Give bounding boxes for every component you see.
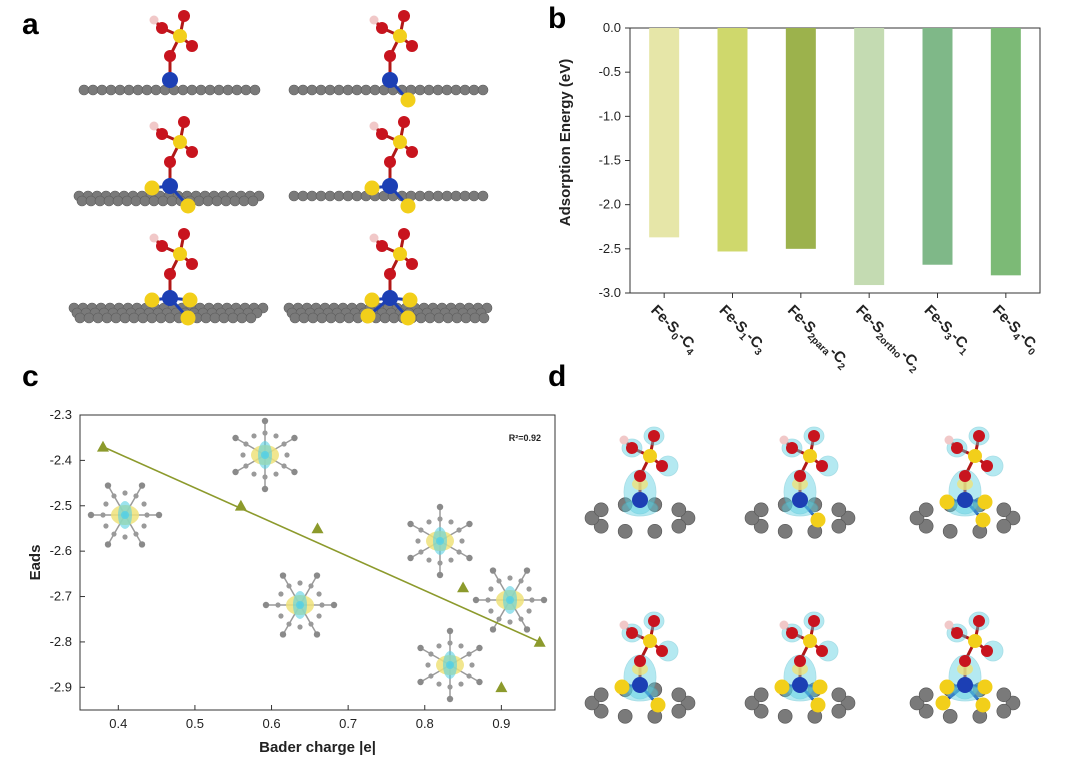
bar — [649, 28, 680, 238]
r-squared-annotation: R²=0.92 — [509, 433, 541, 443]
bar-chart-adsorption: 0.0 -0.5 -1.0 -1.5 -2.0 -2.5 -3.0 Adsorption En… — [557, 20, 1044, 376]
data-point — [533, 635, 546, 647]
y-tick-label: -2.7 — [50, 589, 72, 604]
x-tick-label: 0.4 — [109, 716, 127, 731]
panel-d-charge-density — [584, 426, 1021, 724]
structure-model — [68, 228, 269, 326]
x-tick-label: 0.7 — [339, 716, 357, 731]
y-tick-label: -2.0 — [599, 197, 621, 212]
structure-model — [288, 116, 489, 214]
y-tick-label: -1.0 — [599, 108, 621, 123]
x-tick-label: Fe-S2para-C2 — [782, 302, 853, 373]
charge-density-model — [584, 611, 696, 724]
charge-density-model — [584, 426, 696, 539]
inset-structure-s2ortho — [407, 503, 473, 579]
data-point — [96, 440, 109, 452]
panel-a-structures — [68, 10, 493, 326]
x-tick-label: Fe-S4-C0 — [987, 302, 1044, 359]
charge-density-model — [744, 426, 856, 539]
structure-model — [288, 10, 489, 108]
plot-frame — [629, 27, 1041, 294]
x-tick-label: Fe-S3-C1 — [919, 302, 976, 359]
inset-structure-s3 — [472, 567, 548, 633]
x-tick-label: 0.5 — [186, 716, 204, 731]
panel-label-a: a — [22, 8, 39, 41]
x-axis-label: Bader charge |e| — [259, 739, 376, 756]
plot-frame — [79, 414, 556, 711]
y-tick-label: 0.0 — [603, 20, 621, 35]
structure-model — [78, 10, 261, 96]
panel-label-b: b — [548, 2, 567, 35]
structure-model — [73, 116, 265, 214]
panel-label-c: c — [22, 360, 39, 393]
x-tick-label: 0.8 — [416, 716, 434, 731]
data-point — [234, 499, 247, 511]
bar — [990, 28, 1021, 276]
inset-structure-s1 — [232, 417, 298, 493]
y-tick-label: -1.5 — [599, 153, 621, 168]
y-tick-label: -2.3 — [50, 407, 72, 422]
bar — [717, 28, 748, 252]
bar — [922, 28, 953, 265]
y-tick-label: -3.0 — [599, 285, 621, 300]
charge-density-model — [909, 426, 1021, 539]
x-tick-label: 0.9 — [492, 716, 510, 731]
x-tick-label: Fe-S0-C4 — [645, 302, 702, 359]
panel-label-d: d — [548, 360, 567, 393]
data-point — [495, 681, 508, 693]
x-tick-label: 0.6 — [262, 716, 280, 731]
scatter-chart-eads: -2.3 -2.4 -2.5 -2.6 -2.7 -2.8 -2.9 0.4 0.5 0.6 0.7… — [27, 407, 556, 756]
bar — [785, 28, 816, 249]
inset-structure-s2para — [262, 572, 338, 638]
x-tick-label: Fe-S2ortho-C2 — [850, 302, 925, 377]
inset-structure-s0 — [87, 482, 163, 548]
y-tick-label: -2.4 — [50, 452, 72, 467]
charge-density-model — [909, 611, 1021, 724]
x-tick-label: Fe-S1-C3 — [714, 302, 771, 359]
charge-density-model — [744, 611, 856, 724]
data-point — [311, 522, 324, 534]
inset-structure-s4 — [417, 627, 483, 703]
y-tick-label: -0.5 — [599, 64, 621, 79]
fit-line — [102, 446, 541, 643]
y-tick-label: -2.9 — [50, 679, 72, 694]
y-tick-label: -2.8 — [50, 634, 72, 649]
structure-model — [283, 228, 493, 326]
y-axis-label: Eads — [27, 545, 44, 581]
data-point — [457, 581, 470, 593]
bar — [854, 28, 885, 286]
y-tick-label: -2.5 — [599, 241, 621, 256]
y-tick-label: -2.6 — [50, 543, 72, 558]
y-axis-label: Adsorption Energy (eV) — [557, 59, 574, 227]
y-tick-label: -2.5 — [50, 498, 72, 513]
